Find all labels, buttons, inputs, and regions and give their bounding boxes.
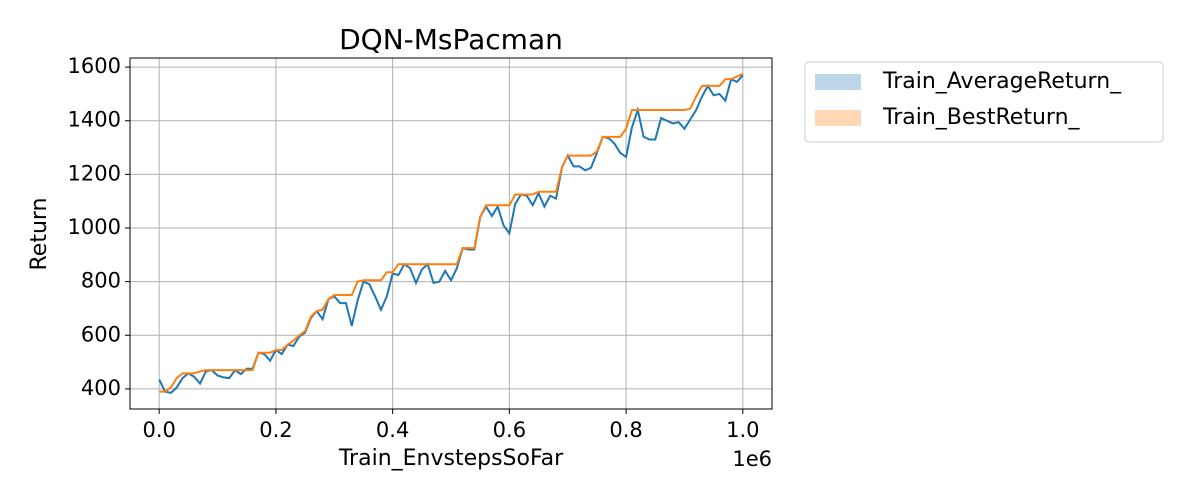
chart-title: DQN-MsPacman xyxy=(339,23,563,56)
x-offset-label: 1e6 xyxy=(732,447,772,471)
x-tick-label: 0.0 xyxy=(142,418,175,442)
x-tick-label: 0.4 xyxy=(376,418,409,442)
line-series xyxy=(158,74,744,395)
y-tick-label: 1400 xyxy=(68,108,121,132)
x-tick-label: 0.6 xyxy=(493,418,526,442)
plot-frame xyxy=(129,57,773,410)
x-tick-label: 0.2 xyxy=(259,418,292,442)
y-tick-label: 800 xyxy=(81,269,121,293)
y-axis-label: Return xyxy=(27,197,52,270)
y-tick-label: 1000 xyxy=(68,215,121,239)
legend-label: Train_BestReturn_ xyxy=(882,105,1081,130)
x-tick-label: 1.0 xyxy=(726,418,759,442)
line-series xyxy=(159,72,744,393)
legend-label: Train_AverageReturn_ xyxy=(882,69,1122,94)
legend-swatch xyxy=(815,110,861,126)
legend-box xyxy=(804,61,1164,143)
y-tick-label: 1600 xyxy=(68,54,121,78)
x-tick-label: 0.8 xyxy=(609,418,642,442)
x-axis-label: Train_EnvstepsSoFar xyxy=(338,446,564,471)
y-tick-label: 600 xyxy=(81,322,121,346)
legend-swatch xyxy=(815,74,861,90)
y-tick-label: 400 xyxy=(81,376,121,400)
y-tick-label: 1200 xyxy=(68,161,121,185)
